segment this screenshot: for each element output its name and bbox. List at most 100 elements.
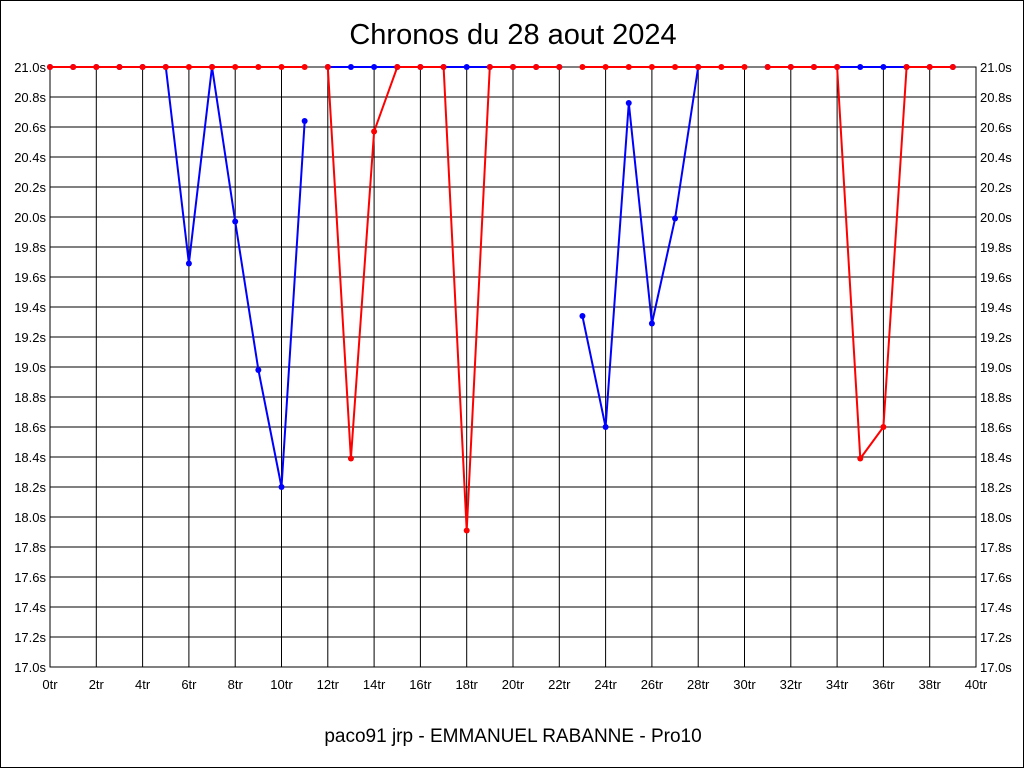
data-point-1 — [347, 455, 354, 462]
x-tick-label: 10tr — [270, 677, 293, 692]
y-tick-label-left: 20.0s — [14, 210, 46, 225]
y-tick-label-right: 20.8s — [980, 90, 1012, 105]
data-point-1 — [834, 64, 841, 70]
series-line-1 — [767, 66, 953, 462]
x-tick-label: 18tr — [455, 677, 478, 692]
x-tick-label: 24tr — [594, 677, 617, 692]
data-point-1 — [648, 64, 655, 70]
data-point-1 — [209, 64, 216, 70]
y-tick-label-right: 20.2s — [980, 180, 1012, 195]
x-tick-label: 0tr — [42, 677, 58, 692]
data-point-1 — [625, 64, 632, 70]
x-tick-label: 22tr — [548, 677, 571, 692]
y-tick-label-right: 18.4s — [980, 450, 1012, 465]
x-tick-label: 38tr — [918, 677, 941, 692]
data-point-1 — [764, 64, 771, 70]
series-line-0 — [581, 66, 700, 428]
data-point-1 — [810, 64, 817, 70]
y-tick-label-left: 18.6s — [14, 420, 46, 435]
x-tick-label: 34tr — [826, 677, 849, 692]
data-point-1 — [232, 64, 239, 70]
data-point-1 — [695, 64, 702, 70]
data-point-1 — [741, 64, 748, 70]
y-tick-label-right: 21.0s — [980, 60, 1012, 75]
x-tick-label: 16tr — [409, 677, 432, 692]
y-tick-label-right: 18.2s — [980, 480, 1012, 495]
data-point-1 — [394, 64, 401, 70]
y-tick-label-right: 17.2s — [980, 630, 1012, 645]
y-tick-label-right: 18.6s — [980, 420, 1012, 435]
data-point-1 — [371, 128, 378, 135]
data-point-0 — [278, 484, 285, 490]
data-point-1 — [903, 64, 910, 70]
data-point-1 — [139, 64, 146, 70]
data-point-1 — [556, 64, 563, 70]
data-point-0 — [463, 64, 470, 70]
y-tick-label-left: 19.0s — [14, 360, 46, 375]
x-tick-label: 40tr — [965, 677, 988, 692]
y-tick-label-left: 17.4s — [14, 600, 46, 615]
data-point-1 — [463, 527, 470, 534]
y-tick-label-right: 18.8s — [980, 390, 1012, 405]
y-tick-label-right: 17.8s — [980, 540, 1012, 555]
data-point-1 — [301, 64, 308, 70]
data-point-0 — [347, 64, 354, 70]
x-tick-label: 6tr — [181, 677, 197, 692]
y-tick-label-left: 17.8s — [14, 540, 46, 555]
data-point-0 — [185, 260, 192, 267]
chart-footer: paco91 jrp - EMMANUEL RABANNE - Pro10 — [324, 726, 701, 747]
data-point-0 — [880, 64, 887, 70]
data-point-0 — [648, 320, 655, 327]
data-point-1 — [255, 64, 262, 70]
grid — [49, 66, 977, 668]
data-point-1 — [718, 64, 725, 70]
data-point-0 — [301, 118, 308, 124]
data-point-1 — [93, 64, 100, 70]
y-tick-label-left: 18.0s — [14, 510, 46, 525]
y-tick-label-right: 19.2s — [980, 330, 1012, 345]
y-tick-label-left: 20.2s — [14, 180, 46, 195]
x-tick-label: 32tr — [780, 677, 803, 692]
y-tick-label-left: 19.6s — [14, 270, 46, 285]
data-point-1 — [510, 64, 516, 70]
chart-title: Chronos du 28 aout 2024 — [349, 19, 676, 51]
data-point-1 — [486, 64, 493, 70]
y-tick-label-left: 18.4s — [14, 450, 46, 465]
y-tick-label-left: 20.6s — [14, 120, 46, 135]
data-point-1 — [47, 64, 53, 70]
y-tick-label-right: 20.0s — [980, 210, 1012, 225]
x-tick-label: 30tr — [733, 677, 756, 692]
y-tick-label-right: 17.6s — [980, 570, 1012, 585]
data-point-1 — [672, 64, 679, 70]
y-tick-label-right: 20.6s — [980, 120, 1012, 135]
y-tick-label-left: 20.4s — [14, 150, 46, 165]
data-point-0 — [371, 64, 378, 70]
y-tick-label-left: 19.2s — [14, 330, 46, 345]
data-point-1 — [533, 64, 540, 70]
x-tick-label: 20tr — [502, 677, 525, 692]
y-tick-label-left: 19.4s — [14, 300, 46, 315]
data-point-1 — [949, 64, 956, 70]
y-tick-label-left: 17.0s — [14, 660, 46, 675]
data-point-0 — [602, 424, 609, 430]
data-point-1 — [278, 64, 285, 70]
series-lines — [50, 66, 953, 531]
data-point-1 — [857, 455, 864, 462]
data-point-0 — [672, 215, 679, 222]
y-tick-label-left: 17.2s — [14, 630, 46, 645]
data-point-1 — [602, 64, 609, 70]
x-tick-label: 4tr — [135, 677, 151, 692]
data-point-1 — [579, 64, 586, 70]
series-markers — [47, 64, 956, 534]
y-tick-label-right: 18.0s — [980, 510, 1012, 525]
data-point-0 — [255, 367, 262, 373]
x-axis-ticks: 0tr 2tr 4tr 6tr 8tr 10tr 12tr 14tr 16tr 18tr 20tr 2… — [42, 677, 987, 692]
data-point-1 — [185, 64, 192, 70]
data-point-1 — [440, 64, 447, 70]
y-tick-label-left: 20.8s — [14, 90, 46, 105]
data-point-0 — [579, 313, 586, 319]
data-point-1 — [324, 64, 331, 70]
x-tick-label: 26tr — [641, 677, 664, 692]
